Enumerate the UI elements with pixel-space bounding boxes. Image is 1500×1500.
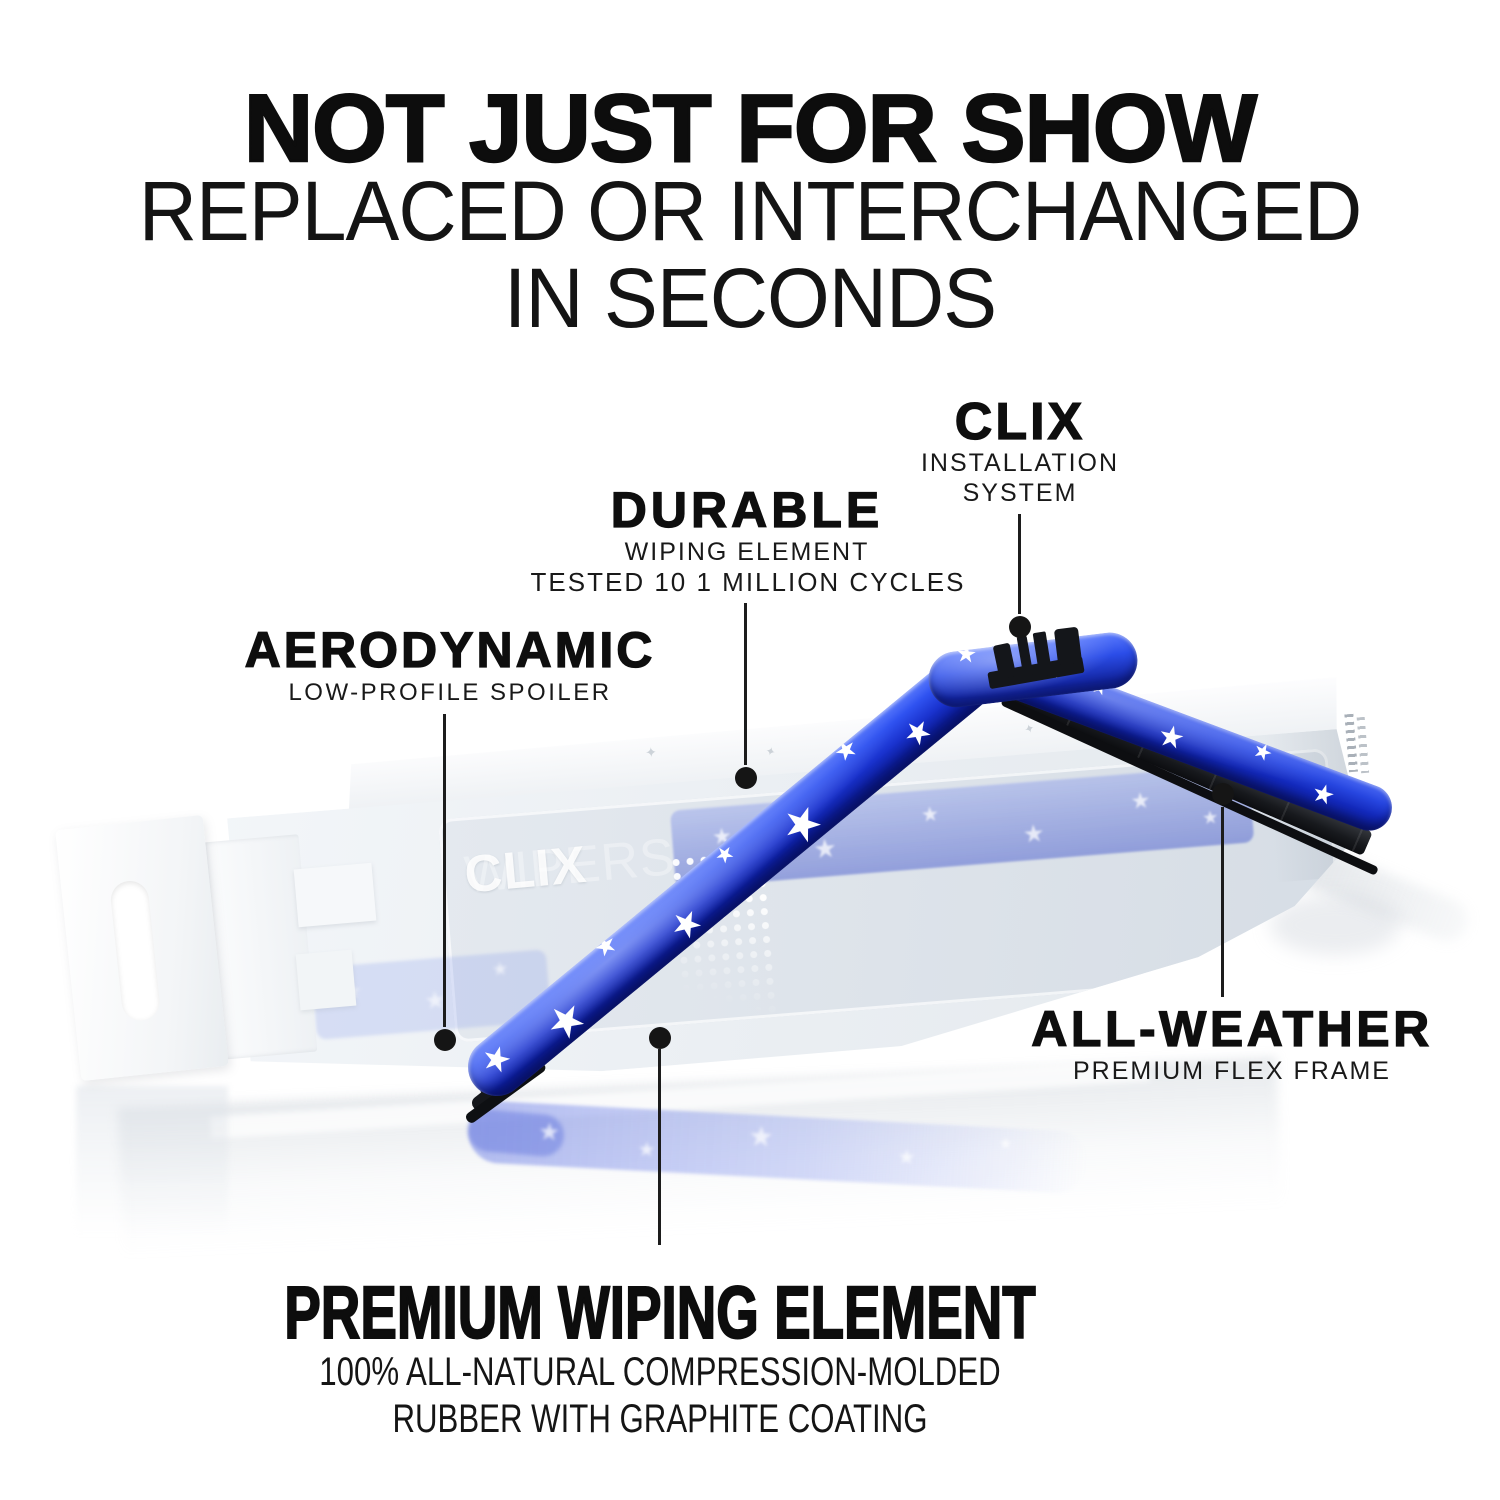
sparkle-icon: ✦ bbox=[1022, 720, 1037, 738]
page-subtitle-line1: REPLACED OR INTERCHANGED bbox=[138, 164, 1363, 258]
callout-durable-sub1: WIPING ELEMENT bbox=[624, 538, 870, 566]
callout-line bbox=[658, 1049, 661, 1245]
star-icon: ★ bbox=[491, 958, 510, 981]
callout-clix-sub1: INSTALLATION bbox=[920, 449, 1120, 477]
star-icon: ★ bbox=[920, 801, 940, 827]
hang-tab-slot bbox=[109, 879, 162, 1023]
callout-all-weather-title: ALL-WEATHER bbox=[1031, 1000, 1433, 1057]
callout-line bbox=[1018, 514, 1021, 614]
hang-tab-notch bbox=[295, 949, 357, 1011]
package-hang-tab bbox=[55, 814, 229, 1082]
star-icon: ★ bbox=[637, 1136, 657, 1162]
callout-all-weather-sub1: PREMIUM FLEX FRAME bbox=[1073, 1057, 1391, 1085]
star-icon: ★ bbox=[537, 1117, 561, 1147]
callout-aerodynamic-sub1: LOW-PROFILE SPOILER bbox=[288, 679, 612, 706]
callout-line bbox=[1221, 807, 1224, 997]
callout-line bbox=[744, 603, 747, 765]
callout-durable-title: DURABLE bbox=[610, 481, 884, 538]
barcode bbox=[1356, 716, 1370, 774]
callout-clix-title: CLIX bbox=[954, 392, 1086, 451]
star-icon: ★ bbox=[471, 1036, 522, 1084]
callout-dot bbox=[1212, 783, 1234, 805]
callout-dot bbox=[1009, 616, 1031, 638]
page-subtitle-line2: IN SECONDS bbox=[503, 251, 997, 345]
callout-dot bbox=[735, 767, 757, 789]
hang-tab-notch bbox=[293, 862, 377, 928]
callout-premium-wiping-sub2: RUBBER WITH GRAPHITE COATING bbox=[392, 1397, 928, 1441]
callout-dot bbox=[649, 1027, 671, 1049]
star-icon: ★ bbox=[897, 1144, 917, 1170]
clix-connector-hook bbox=[1053, 626, 1083, 666]
callout-premium-wiping-title: PREMIUM WIPING ELEMENT bbox=[284, 1270, 1037, 1355]
star-icon: ★ bbox=[1307, 777, 1339, 813]
callout-aerodynamic-title: AERODYNAMIC bbox=[244, 621, 656, 678]
callout-durable-sub2: TESTED 10 1 MILLION CYCLES bbox=[530, 567, 966, 597]
hang-tab-reflection bbox=[76, 1086, 228, 1236]
star-icon: ★ bbox=[1201, 806, 1220, 830]
callout-line bbox=[443, 714, 446, 1027]
callout-clix-sub2: SYSTEM bbox=[962, 479, 1078, 507]
star-icon: ★ bbox=[954, 639, 979, 669]
sparkle-icon: ✦ bbox=[644, 743, 658, 761]
star-icon: ★ bbox=[1154, 717, 1189, 758]
callout-dot bbox=[434, 1029, 456, 1051]
star-icon: ★ bbox=[747, 1119, 775, 1154]
star-icon: ★ bbox=[998, 1133, 1014, 1154]
page-title: NOT JUST FOR SHOW bbox=[243, 74, 1259, 183]
sparkle-icon: ✦ bbox=[763, 743, 778, 760]
star-icon: ★ bbox=[1129, 788, 1152, 815]
callout-premium-wiping-sub1: 100% ALL-NATURAL COMPRESSION-MOLDED bbox=[319, 1350, 1001, 1394]
barcode bbox=[1344, 713, 1358, 773]
star-icon: ★ bbox=[1021, 818, 1046, 849]
